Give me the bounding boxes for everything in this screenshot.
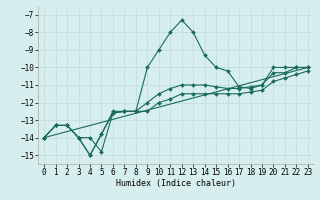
X-axis label: Humidex (Indice chaleur): Humidex (Indice chaleur) [116,179,236,188]
